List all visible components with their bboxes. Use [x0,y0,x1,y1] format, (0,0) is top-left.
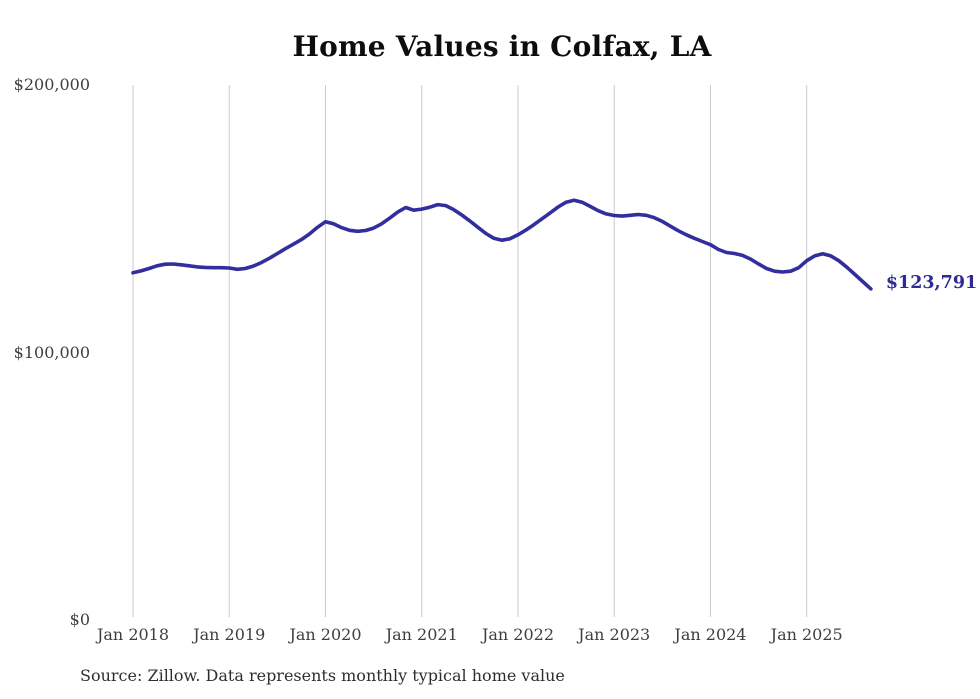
chart-title: Home Values in Colfax, LA [292,30,712,63]
source-note: Source: Zillow. Data represents monthly … [80,666,565,685]
x-tick-label: Jan 2024 [674,625,747,644]
x-tick-label: Jan 2023 [578,625,651,644]
x-tick-label: Jan 2020 [289,625,362,644]
x-tick-label: Jan 2025 [770,625,843,644]
y-tick-label: $0 [69,610,90,629]
home-value-line [131,198,873,291]
x-tick-label: Jan 2018 [96,625,170,644]
y-tick-label: $100,000 [13,342,90,362]
x-tick-label: Jan 2019 [193,625,266,644]
x-tick-label: Jan 2021 [385,625,458,644]
x-tick-label: Jan 2022 [481,625,554,644]
year-gridlines [132,85,808,617]
current-value-label: $123,791 [885,272,978,293]
y-tick-label: $200,000 [13,75,90,94]
